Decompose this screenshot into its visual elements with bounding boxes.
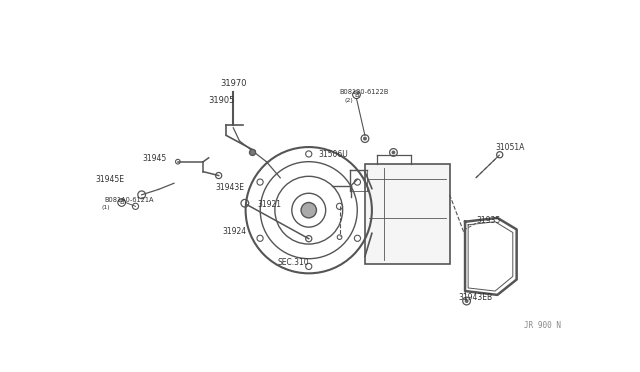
Text: 31945: 31945 bbox=[142, 154, 166, 163]
Text: 31506U: 31506U bbox=[319, 150, 349, 159]
Circle shape bbox=[364, 137, 367, 140]
Text: 31935: 31935 bbox=[477, 216, 501, 225]
Text: 31921: 31921 bbox=[257, 199, 281, 209]
Circle shape bbox=[250, 150, 255, 155]
Text: JR 900 N: JR 900 N bbox=[524, 321, 561, 330]
Text: SEC.310: SEC.310 bbox=[278, 258, 310, 267]
Bar bbox=[365, 164, 450, 264]
Text: B081A0-6121A: B081A0-6121A bbox=[105, 197, 154, 203]
Text: 31924: 31924 bbox=[222, 227, 246, 236]
Text: B08120-6122B: B08120-6122B bbox=[340, 89, 389, 95]
Text: 31051A: 31051A bbox=[495, 142, 524, 151]
Text: 31905: 31905 bbox=[209, 96, 235, 105]
Text: 31945E: 31945E bbox=[95, 175, 124, 184]
Text: (2): (2) bbox=[345, 97, 354, 103]
Text: (1): (1) bbox=[102, 205, 110, 211]
Circle shape bbox=[465, 299, 468, 302]
Text: 31943EB: 31943EB bbox=[459, 293, 493, 302]
Circle shape bbox=[392, 151, 395, 154]
Text: B: B bbox=[354, 92, 359, 98]
Circle shape bbox=[301, 202, 316, 218]
Text: 31943E: 31943E bbox=[216, 183, 245, 192]
Text: 31970: 31970 bbox=[220, 78, 246, 88]
Text: B: B bbox=[119, 199, 124, 205]
